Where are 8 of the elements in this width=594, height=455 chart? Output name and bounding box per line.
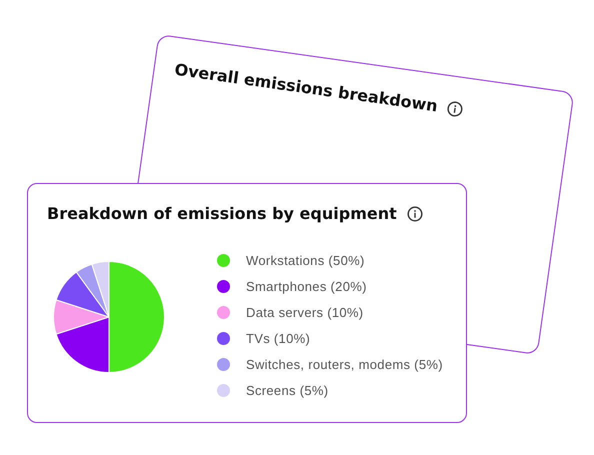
legend-label: Switches, routers, modems (5%) <box>246 356 443 372</box>
text: Overall emissions breakdown <box>173 60 439 116</box>
legend-label: Workstations (50%) <box>246 252 365 268</box>
legend-label: Smartphones (20%) <box>246 278 367 294</box>
text: Breakdown of emissions by equipment <box>47 204 397 223</box>
legend-label: Data servers (10%) <box>246 304 364 320</box>
legend-label: TVs (10%) <box>246 330 310 346</box>
legend-label: Screens (5%) <box>246 382 328 398</box>
